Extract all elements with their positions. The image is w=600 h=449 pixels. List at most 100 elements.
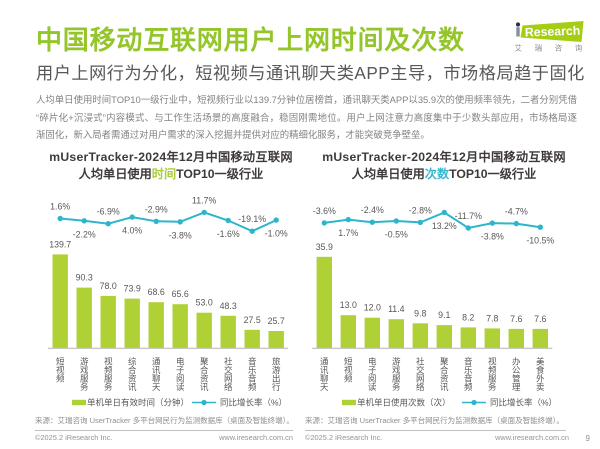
svg-text:频: 频	[104, 365, 113, 375]
svg-text:-1.6%: -1.6%	[217, 229, 240, 239]
svg-text:游: 游	[272, 365, 281, 375]
svg-text:Research: Research	[525, 24, 581, 40]
svg-text:-0.5%: -0.5%	[385, 230, 408, 240]
svg-text:7.6: 7.6	[534, 314, 546, 324]
svg-text:讯: 讯	[128, 382, 137, 392]
svg-text:阅: 阅	[368, 374, 377, 384]
svg-text:视: 视	[344, 365, 353, 375]
svg-text:35.9: 35.9	[316, 242, 333, 252]
svg-text:美: 美	[536, 356, 545, 366]
svg-text:25.7: 25.7	[268, 316, 285, 326]
svg-text:务: 务	[80, 382, 89, 392]
svg-text:视: 视	[488, 356, 497, 366]
svg-text:1.6%: 1.6%	[50, 202, 70, 212]
svg-text:频: 频	[488, 365, 497, 375]
svg-text:73.9: 73.9	[124, 284, 141, 294]
svg-text:视: 视	[56, 365, 65, 375]
svg-text:-4.7%: -4.7%	[505, 207, 528, 217]
svg-text:电: 电	[368, 356, 377, 366]
svg-text:频: 频	[248, 382, 257, 392]
svg-text:68.6: 68.6	[148, 287, 165, 297]
svg-text:短: 短	[344, 356, 353, 366]
svg-text:电: 电	[176, 356, 185, 366]
svg-text:通: 通	[152, 356, 161, 366]
svg-text:务: 务	[392, 382, 401, 392]
svg-text:资: 资	[440, 374, 449, 384]
svg-text:53.0: 53.0	[196, 298, 213, 308]
svg-text:网: 网	[416, 374, 425, 384]
svg-text:同比增长率（%）: 同比增长率（%）	[220, 398, 287, 408]
svg-text:服: 服	[104, 374, 113, 384]
svg-text:综: 综	[128, 356, 137, 366]
svg-text:11.7%: 11.7%	[192, 195, 216, 205]
svg-text:理: 理	[512, 382, 521, 392]
svg-text:乐: 乐	[248, 365, 257, 375]
svg-text:行: 行	[272, 382, 281, 392]
svg-text:络: 络	[224, 382, 233, 392]
svg-text:子: 子	[368, 365, 377, 375]
svg-text:务: 务	[104, 382, 113, 392]
svg-text:11.4: 11.4	[388, 304, 405, 314]
svg-text:讯: 讯	[320, 365, 329, 375]
svg-text:音: 音	[464, 356, 473, 366]
svg-text:9.8: 9.8	[414, 308, 426, 318]
svg-text:阅: 阅	[176, 374, 185, 384]
svg-text:-2.2%: -2.2%	[73, 229, 96, 239]
svg-text:短: 短	[56, 356, 65, 366]
svg-text:食: 食	[536, 365, 545, 375]
svg-text:讯: 讯	[152, 365, 161, 375]
svg-text:4.0%: 4.0%	[122, 226, 142, 236]
svg-text:12.0: 12.0	[364, 303, 381, 313]
svg-text:外: 外	[536, 374, 545, 384]
svg-text:游: 游	[80, 356, 89, 366]
svg-text:-10.5%: -10.5%	[526, 236, 554, 246]
svg-text:交: 交	[224, 365, 233, 375]
svg-text:-2.8%: -2.8%	[409, 205, 432, 215]
svg-text:139.7: 139.7	[49, 239, 71, 249]
svg-text:服: 服	[80, 374, 89, 384]
svg-text:通: 通	[320, 356, 329, 366]
svg-text:社: 社	[416, 356, 425, 366]
svg-text:办: 办	[512, 356, 521, 366]
svg-text:出: 出	[272, 374, 281, 384]
svg-text:单机单日有效时间（分钟）: 单机单日有效时间（分钟）	[87, 398, 189, 408]
svg-text:-2.9%: -2.9%	[145, 204, 168, 214]
svg-text:读: 读	[176, 382, 185, 392]
svg-text:资: 资	[128, 374, 137, 384]
svg-text:13.2%: 13.2%	[432, 221, 457, 231]
svg-text:音: 音	[248, 374, 257, 384]
svg-text:8.2: 8.2	[462, 312, 474, 322]
svg-text:7.8: 7.8	[486, 313, 498, 323]
svg-text:游: 游	[392, 356, 401, 366]
svg-text:读: 读	[368, 382, 377, 392]
svg-text:65.6: 65.6	[172, 289, 189, 299]
svg-text:-3.8%: -3.8%	[169, 230, 192, 240]
svg-text:频: 频	[464, 382, 473, 392]
svg-text:13.0: 13.0	[340, 300, 357, 310]
svg-text:合: 合	[128, 365, 137, 375]
svg-text:管: 管	[512, 374, 521, 384]
svg-text:聚: 聚	[200, 356, 209, 366]
svg-text:聊: 聊	[152, 374, 161, 384]
svg-text:服: 服	[488, 374, 497, 384]
svg-text:-3.6%: -3.6%	[313, 206, 336, 216]
svg-text:48.3: 48.3	[220, 301, 237, 311]
svg-text:-1.0%: -1.0%	[265, 229, 288, 239]
svg-text:社: 社	[224, 356, 233, 366]
svg-text:单机单日使用次数（次）: 单机单日使用次数（次）	[357, 398, 451, 408]
svg-text:公: 公	[512, 365, 521, 375]
svg-text:1.7%: 1.7%	[338, 228, 358, 238]
svg-text:频: 频	[56, 374, 65, 384]
svg-text:务: 务	[488, 382, 497, 392]
svg-text:络: 络	[416, 382, 425, 392]
svg-text:音: 音	[464, 374, 473, 384]
svg-text:艾瑞咨询: 艾瑞咨询	[515, 43, 595, 53]
svg-text:聊: 聊	[320, 374, 329, 384]
svg-text:子: 子	[176, 365, 185, 375]
svg-text:-3.8%: -3.8%	[481, 232, 504, 242]
svg-text:戏: 戏	[392, 365, 401, 375]
svg-text:频: 频	[344, 374, 353, 384]
svg-text:旅: 旅	[272, 356, 281, 366]
svg-text:天: 天	[320, 382, 329, 392]
svg-text:合: 合	[440, 365, 449, 375]
